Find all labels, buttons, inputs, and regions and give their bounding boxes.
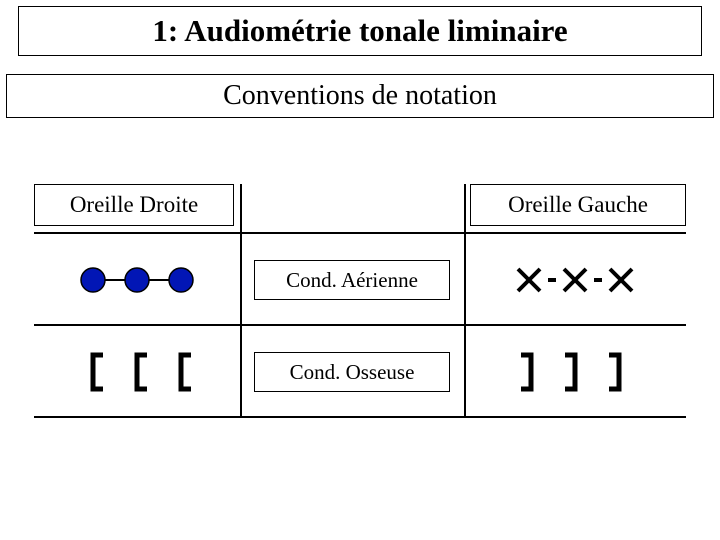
circles-line-icon [57, 255, 217, 305]
row-air-label: Cond. Aérienne [286, 268, 418, 293]
subtitle: Conventions de notation [223, 80, 497, 112]
bracket-open-left-icon [495, 342, 655, 402]
right-ear-air-symbol-cell [34, 234, 240, 326]
left-ear-bone-symbol-cell [464, 326, 686, 418]
notation-table: Oreille Droite Oreille Gauche Cond. Aéri… [34, 184, 686, 418]
col-header-left-ear-label: Oreille Gauche [508, 192, 648, 218]
subtitle-box: Conventions de notation [6, 74, 714, 118]
col-header-left-ear: Oreille Gauche [470, 184, 686, 226]
row-air-label-box: Cond. Aérienne [254, 260, 450, 300]
row-bone-label: Cond. Osseuse [290, 360, 415, 385]
row-air: Cond. Aérienne [34, 234, 686, 326]
vline-1-r1 [240, 234, 242, 326]
left-ear-air-symbol-cell [464, 234, 686, 326]
vline-1-r2 [240, 326, 242, 418]
row-bone-label-box: Cond. Osseuse [254, 352, 450, 392]
main-title: 1: Audiométrie tonale liminaire [152, 13, 567, 49]
right-ear-bone-symbol-cell [34, 326, 240, 418]
x-dash-icon [490, 255, 660, 305]
col-header-right-ear: Oreille Droite [34, 184, 234, 226]
table-head-row: Oreille Droite Oreille Gauche [34, 184, 686, 234]
vline-1-head [240, 184, 242, 234]
bracket-open-right-icon [57, 342, 217, 402]
row-bone: Cond. Osseuse [34, 326, 686, 418]
col-header-right-ear-label: Oreille Droite [70, 192, 198, 218]
main-title-box: 1: Audiométrie tonale liminaire [18, 6, 702, 56]
vline-2-head [464, 184, 466, 234]
